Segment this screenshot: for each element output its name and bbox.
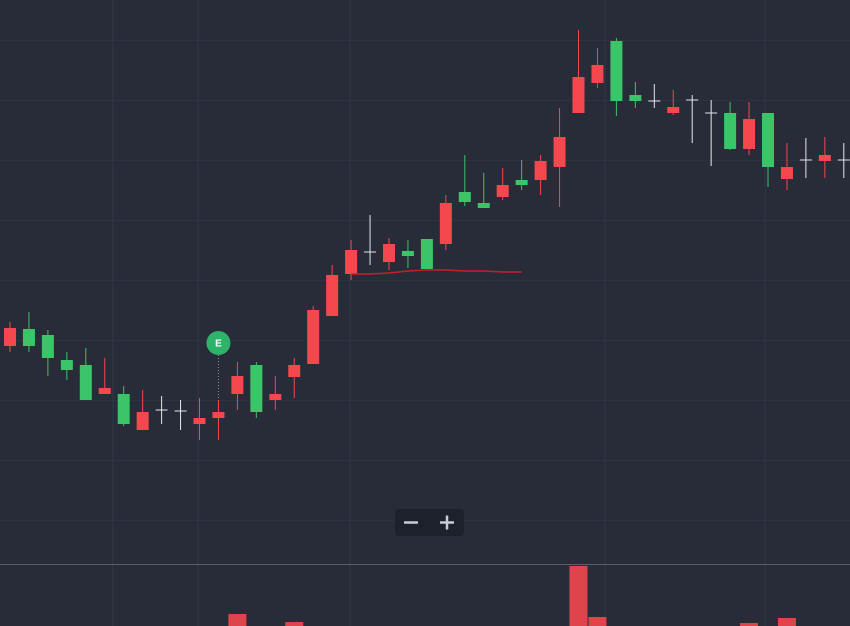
- candle-body: [269, 394, 282, 400]
- candle-body: [4, 328, 16, 346]
- candle-body: [345, 250, 358, 274]
- candle-body: [41, 335, 54, 358]
- candle-body: [212, 412, 225, 418]
- candle-body: [629, 95, 642, 101]
- candle-body: [439, 203, 452, 244]
- candle-body: [762, 113, 774, 167]
- volume-bar: [777, 618, 796, 626]
- volume-bar: [569, 566, 588, 626]
- candle-body: [117, 394, 130, 424]
- zoom-controls: [395, 509, 464, 536]
- candle-body: [818, 155, 831, 161]
- grid: [0, 0, 850, 564]
- candle-body: [591, 65, 604, 83]
- candle-body: [401, 251, 414, 256]
- volume-bar: [285, 622, 304, 626]
- zoom-in-button[interactable]: [432, 511, 462, 534]
- candle-body: [667, 107, 680, 113]
- vertical-grid: [112, 0, 766, 626]
- candle-body: [250, 365, 263, 412]
- candle-body: [553, 137, 566, 167]
- moving-average-line: [351, 269, 522, 275]
- candle-body: [420, 239, 433, 269]
- candle-body: [780, 167, 793, 179]
- candle-body: [515, 180, 528, 185]
- plot-area: E: [4, 30, 850, 626]
- candle-body: [60, 360, 73, 370]
- candle-body: [572, 77, 585, 113]
- candle-body: [458, 192, 471, 202]
- candle-body: [307, 310, 320, 364]
- candle-body: [496, 185, 509, 197]
- event-label: E: [215, 339, 222, 350]
- volume-bar: [740, 623, 759, 626]
- candle-body: [22, 329, 35, 346]
- volume-bar: [228, 614, 247, 626]
- candle-body: [477, 203, 490, 208]
- zoom-out-button[interactable]: [397, 511, 427, 534]
- candle-body: [231, 376, 244, 394]
- candle-body: [326, 275, 339, 316]
- candle-body: [534, 161, 547, 180]
- volume-bar: [588, 617, 607, 626]
- candle-body: [288, 365, 301, 377]
- candle-body: [743, 119, 756, 149]
- candle-body: [193, 418, 206, 424]
- candle-body: [383, 244, 395, 262]
- candle-body: [724, 113, 737, 149]
- event-marker: [206, 331, 231, 355]
- candle-body: [136, 412, 149, 430]
- candle-body: [98, 388, 111, 394]
- candle-body: [610, 41, 623, 101]
- candle-body: [79, 365, 92, 400]
